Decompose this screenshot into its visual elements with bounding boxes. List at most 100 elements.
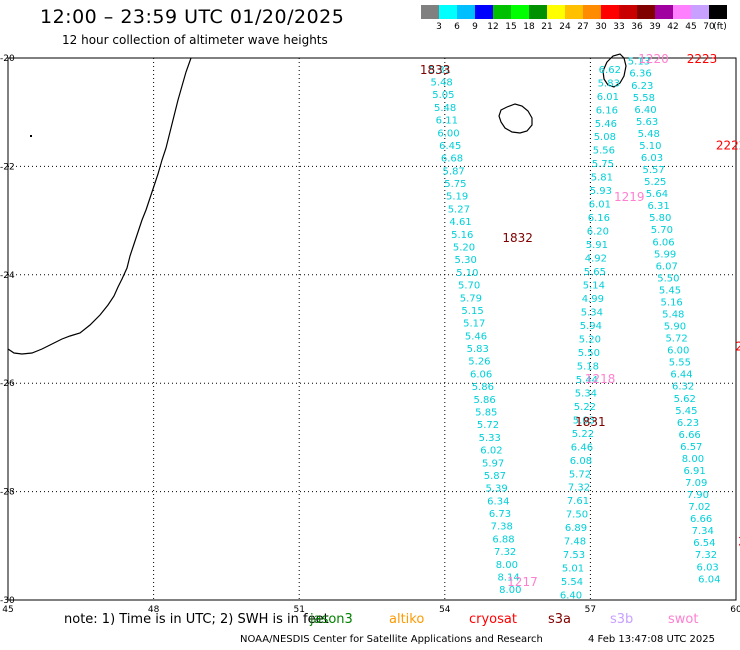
wave-height-value: 5.44 <box>576 375 598 386</box>
axis-labels: 45 48 51 54 57 60 -20 -22 -24 -26 -28 -30 <box>0 54 740 615</box>
pass-time-label: 22 <box>738 534 740 548</box>
wave-height-value: 5.33 <box>479 433 501 444</box>
wave-height-value: 7.34 <box>692 526 714 537</box>
wave-height-value: 5.10 <box>639 141 661 152</box>
wave-height-value: 5.50 <box>657 273 679 284</box>
lat-tick-label: -30 <box>0 596 15 606</box>
wave-height-value: 5.63 <box>636 117 658 128</box>
wave-height-value: 5.62 <box>674 394 696 405</box>
wave-height-value: 5.48 <box>638 129 660 140</box>
pass-time-label: 1220 <box>638 52 669 66</box>
pass-time-label: 2223 <box>687 52 718 66</box>
wave-height-value: 5.70 <box>651 225 673 236</box>
wave-height-value: 5.31 <box>429 65 451 76</box>
wave-height-value: 6.62 <box>599 65 621 76</box>
footer-credit: NOAA/NESDIS Center for Satellite Applica… <box>240 634 543 645</box>
wave-height-value: 5.45 <box>659 285 681 296</box>
satellite-track: 5.315.485.055.486.116.006.456.685.875.75… <box>429 65 522 596</box>
wave-height-value: 6.01 <box>589 200 611 211</box>
wave-height-value: 5.55 <box>669 358 691 369</box>
wave-height-value: 5.83 <box>467 344 489 355</box>
wave-height-value: 7.32 <box>494 547 516 558</box>
map-border <box>7 57 737 601</box>
wave-height-value: 6.66 <box>690 514 712 525</box>
wave-height-value: 6.57 <box>680 442 702 453</box>
satellite-name-jason3: jason3 <box>310 612 353 627</box>
coastline <box>7 53 627 355</box>
madagascar-coastline <box>7 57 192 355</box>
legend-swatch <box>565 5 583 19</box>
lat-tick-label: -24 <box>0 271 15 281</box>
wave-height-value: 6.23 <box>631 81 653 92</box>
wave-height-value: 5.70 <box>458 281 480 292</box>
wave-height-value: 5.65 <box>584 267 606 278</box>
lat-tick-label: -26 <box>0 379 15 389</box>
wave-height-value: 6.34 <box>487 496 509 507</box>
wave-height-value: 5.45 <box>675 406 697 417</box>
lat-tick-label: -22 <box>0 162 15 172</box>
wave-height-value: 6.11 <box>436 116 458 127</box>
lon-tick-label: 51 <box>293 605 304 615</box>
legend-label: 21 <box>541 22 553 32</box>
wave-height-value: 7.53 <box>563 550 585 561</box>
wave-height-value: 6.03 <box>641 153 663 164</box>
legend-label: 36 <box>631 22 643 32</box>
wave-height-value: 5.22 <box>572 429 594 440</box>
legend-label: 39 <box>649 22 661 32</box>
wave-height-value: 5.75 <box>444 179 466 190</box>
wave-height-value: 6.08 <box>570 456 592 467</box>
wave-height-value: 5.75 <box>592 159 614 170</box>
wave-height-value: 8.00 <box>496 560 518 571</box>
legend-swatch <box>511 5 529 19</box>
wave-height-value: 6.40 <box>634 105 656 116</box>
wave-height-value: 5.79 <box>460 293 482 304</box>
wave-height-value: 8.00 <box>682 454 704 465</box>
wave-height-value: 7.09 <box>685 478 707 489</box>
page-subtitle: 12 hour collection of altimeter wave hei… <box>62 33 328 47</box>
wave-height-value: 5.25 <box>644 177 666 188</box>
satellite-name-s3b: s3b <box>610 612 634 627</box>
wave-height-value: 6.44 <box>670 370 692 381</box>
wave-height-value: 5.64 <box>646 189 668 200</box>
wave-height-value: 5.16 <box>451 230 473 241</box>
wave-height-value: 6.88 <box>492 534 514 545</box>
wave-height-value: 5.16 <box>661 297 683 308</box>
satellite-track: 6.62 5.83 6.01 6.16 5.46 5.08 5.56 5.75 5.81 5.93… <box>560 65 621 602</box>
wave-height-value: 6.07 <box>656 261 678 272</box>
pass-time-label: 1218 <box>585 372 616 386</box>
legend-swatch <box>457 5 475 19</box>
wave-height-value: 5.48 <box>434 103 456 114</box>
legend-label: 15 <box>505 22 517 32</box>
wave-height-value: 5.57 <box>643 165 665 176</box>
wave-height-value: 6.00 <box>667 346 689 357</box>
wave-height-value: 7.32 <box>695 550 717 561</box>
reunion-island <box>498 103 533 134</box>
legend-swatch <box>547 5 565 19</box>
legend-label: 30 <box>595 22 607 32</box>
wave-height-value: 6.32 <box>672 382 694 393</box>
page-title: 12:00 – 23:59 UTC 01/20/2025 <box>40 6 345 28</box>
wave-height-value: 6.73 <box>489 509 511 520</box>
wave-height-value: 4.61 <box>449 217 471 228</box>
lat-tick-label: -20 <box>0 54 15 64</box>
wave-height-value: 6.31 <box>647 201 669 212</box>
legend-swatch <box>691 5 709 19</box>
wave-height-value: 5.22 <box>574 402 596 413</box>
legend-label: 18 <box>523 22 535 32</box>
lon-tick-label: 57 <box>585 605 596 615</box>
wave-height-value: 5.87 <box>484 471 506 482</box>
legend-label: (ft) <box>713 22 727 32</box>
pass-time-label: 1217 <box>507 575 538 589</box>
wave-height-value: 6.45 <box>439 141 461 152</box>
wave-height-value: 6.20 <box>587 227 609 238</box>
wave-height-value: 5.13 <box>628 57 650 68</box>
wave-height-value: 5.48 <box>662 309 684 320</box>
wave-height-value: 5.86 <box>473 395 495 406</box>
wave-height-value: 6.36 <box>629 69 651 80</box>
wave-height-value: 6.01 <box>597 92 619 103</box>
wave-height-value: 5.34 <box>575 388 597 399</box>
wave-height-value: 5.26 <box>468 357 490 368</box>
